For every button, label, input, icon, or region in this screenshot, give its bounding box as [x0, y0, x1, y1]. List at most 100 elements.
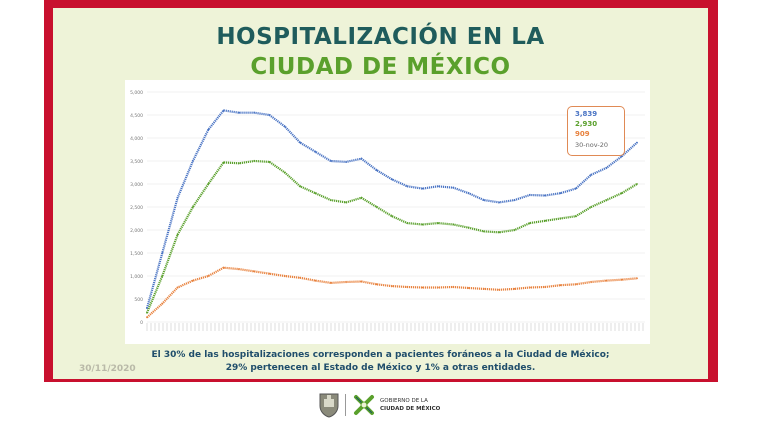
data-point-cdmx [146, 311, 148, 314]
footer-gov-line-1: GOBIERNO DE LA [380, 398, 428, 404]
data-point-cdmx [406, 222, 409, 225]
data-point-cdmx [161, 275, 164, 277]
chart-area: 0 500 1,000 1,500 2,000 2,500 3,000 3,500 4,000 4… [125, 80, 650, 344]
data-point-total [192, 160, 194, 162]
data-point-total [513, 199, 516, 201]
data-point-cdmx [620, 192, 623, 195]
data-point-cdmx [544, 219, 546, 222]
y-tick-label: 1,000 [130, 274, 143, 280]
data-point-edomex [391, 285, 393, 287]
data-point-cdmx [605, 199, 608, 201]
data-point-cdmx [314, 192, 317, 195]
data-point-cdmx [360, 196, 363, 199]
data-point-total [375, 169, 378, 172]
data-point-edomex [161, 302, 164, 305]
data-point-total [176, 196, 179, 199]
slide-panel: HOSPITALIZACIÓN EN LA CIUDAD DE MÉXICO 0… [53, 8, 708, 379]
data-point-edomex [574, 283, 577, 286]
data-point-total [268, 114, 271, 116]
data-point-edomex [345, 281, 347, 283]
data-point-edomex [620, 278, 623, 281]
data-point-edomex [268, 272, 271, 275]
data-point-total [207, 128, 210, 131]
title-line-2: CIUDAD DE MÉXICO [250, 54, 511, 80]
data-point-edomex [605, 279, 608, 282]
data-point-total [299, 141, 301, 144]
data-point-cdmx [345, 201, 347, 204]
legend-date: 30-nov-20 [575, 141, 609, 149]
data-point-cdmx [574, 215, 577, 218]
data-point-edomex [329, 282, 332, 284]
data-point-total [574, 187, 577, 190]
note-line-1: El 30% de las hospitalizaciones correspo… [151, 350, 610, 360]
data-point-edomex [437, 286, 439, 289]
data-point-total [253, 111, 256, 114]
data-point-cdmx [452, 223, 455, 226]
data-point-edomex [406, 286, 409, 288]
data-point-edomex [222, 266, 225, 269]
data-point-total [605, 167, 608, 169]
data-point-edomex [238, 268, 240, 270]
data-point-total [238, 111, 240, 114]
data-point-edomex [452, 286, 455, 288]
data-point-cdmx [559, 217, 562, 220]
y-tick-label: 3,500 [130, 159, 143, 165]
data-point-edomex [314, 279, 317, 282]
data-point-edomex [421, 286, 424, 289]
data-point-edomex [483, 288, 485, 290]
data-point-cdmx [528, 222, 531, 225]
data-point-total [620, 155, 623, 158]
y-tick-label: 3,000 [130, 182, 143, 188]
data-point-total [559, 192, 562, 195]
data-point-edomex [498, 288, 501, 291]
data-point-total [636, 141, 638, 144]
data-point-cdmx [329, 199, 332, 201]
footer-divider [345, 394, 346, 416]
slide-frame: HOSPITALIZACIÓN EN LA CIUDAD DE MÉXICO 0… [44, 0, 718, 382]
data-point-total [345, 161, 347, 163]
data-point-cdmx [207, 183, 210, 185]
data-point-edomex [559, 284, 562, 287]
y-tick-label: 1,500 [130, 251, 143, 257]
data-point-total [590, 173, 592, 176]
data-point-edomex [544, 286, 546, 288]
legend-total-value: 3,839 [575, 110, 598, 118]
data-point-cdmx [176, 233, 179, 236]
data-point-edomex [207, 275, 210, 277]
slide-date: 30/11/2020 [79, 364, 136, 374]
data-point-total [437, 185, 439, 188]
data-point-total [329, 160, 332, 162]
coat-of-arms-icon [319, 393, 339, 418]
data-point-cdmx [467, 226, 470, 229]
data-point-cdmx [636, 183, 638, 185]
data-point-cdmx [268, 161, 271, 163]
data-point-cdmx [253, 160, 256, 162]
data-point-cdmx [192, 206, 194, 208]
data-point-edomex [176, 286, 179, 289]
data-point-cdmx [222, 161, 225, 164]
data-point-total [222, 109, 225, 112]
data-point-edomex [192, 279, 194, 282]
data-point-edomex [375, 283, 378, 286]
data-point-edomex [636, 277, 638, 280]
data-point-cdmx [498, 231, 501, 234]
data-point-total [391, 178, 393, 181]
data-point-edomex [513, 288, 516, 290]
y-tick-label: 500 [134, 297, 143, 303]
data-point-cdmx [299, 185, 301, 188]
data-point-cdmx [483, 230, 485, 233]
data-point-total [544, 194, 546, 197]
y-tick-label: 2,000 [130, 228, 143, 234]
data-point-total [283, 125, 286, 128]
data-point-cdmx [238, 162, 240, 165]
data-point-edomex [590, 281, 592, 283]
data-point-total [528, 194, 531, 196]
y-tick-label: 5,000 [130, 90, 143, 96]
y-tick-label: 4,500 [130, 113, 143, 119]
series-line-edomex [146, 266, 638, 319]
data-point-total [498, 201, 501, 204]
data-point-edomex [299, 276, 301, 279]
title-line-1: HOSPITALIZACIÓN EN LA [216, 24, 545, 50]
data-point-edomex [528, 286, 531, 289]
data-point-cdmx [590, 206, 592, 208]
